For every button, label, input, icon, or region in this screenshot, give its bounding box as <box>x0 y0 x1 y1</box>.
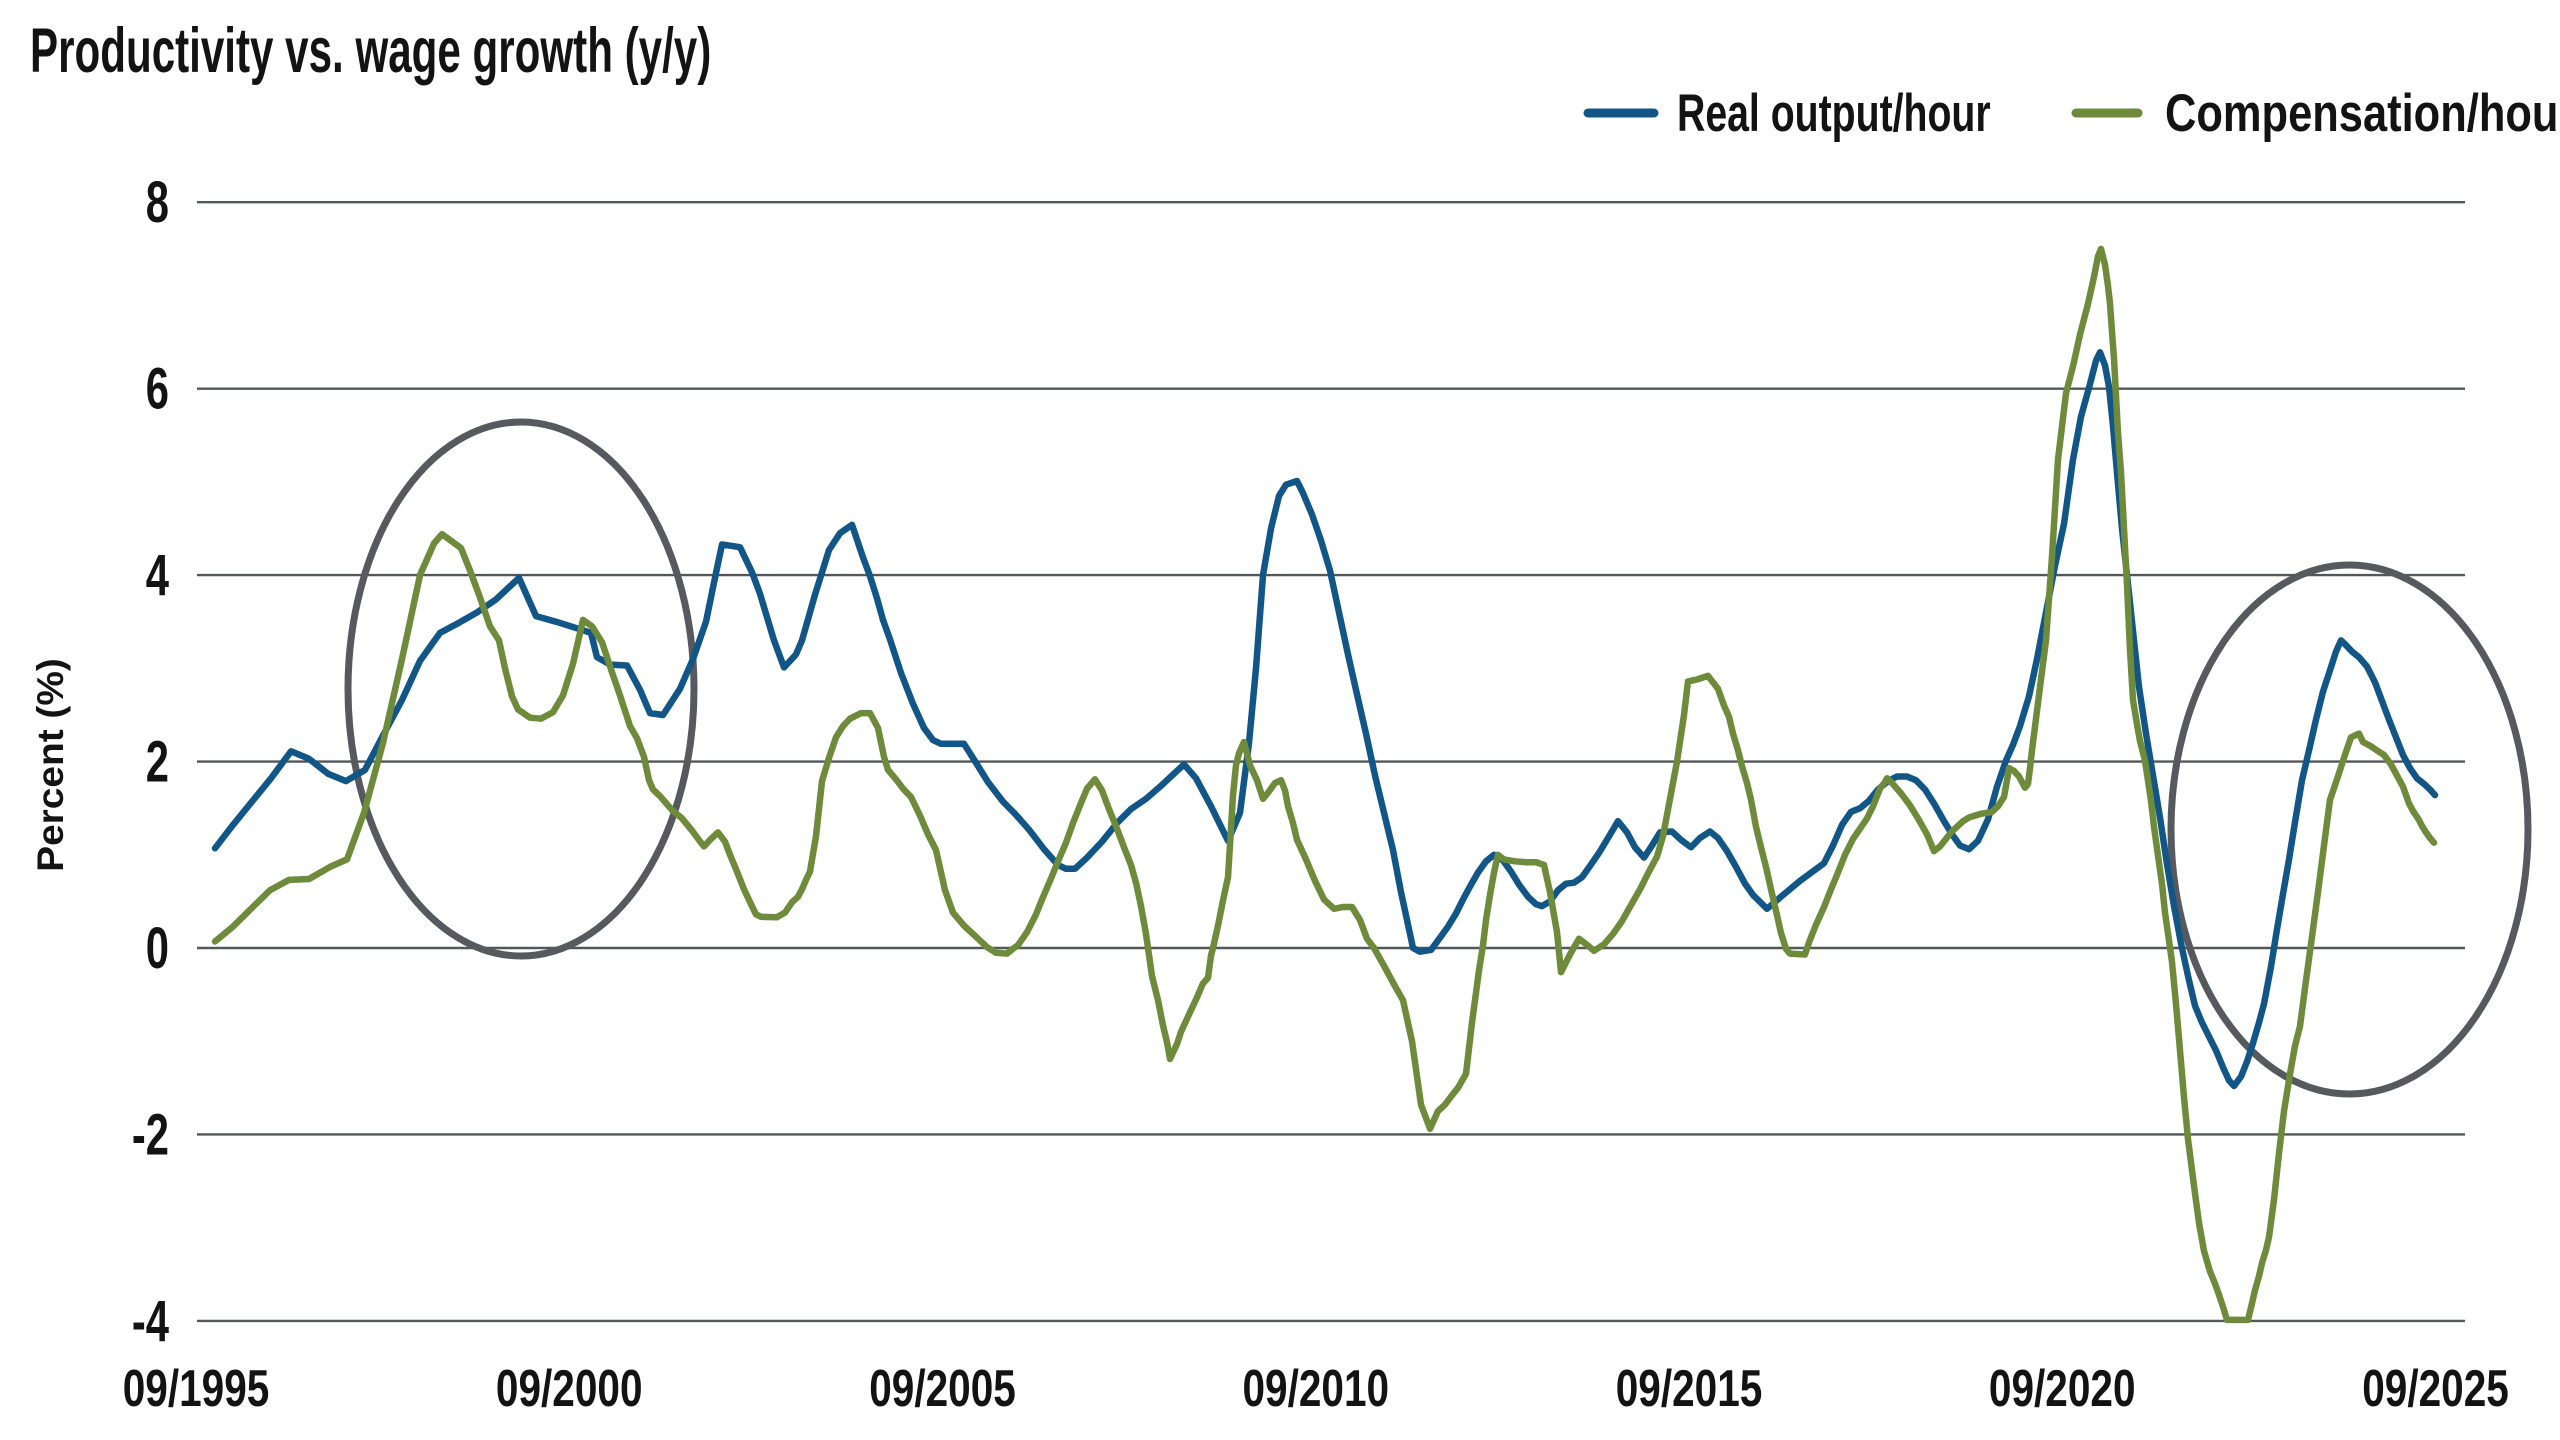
svg-text:09/2000: 09/2000 <box>496 1359 643 1417</box>
svg-text:0: 0 <box>146 915 169 980</box>
svg-text:Percent (%): Percent (%) <box>31 658 72 872</box>
svg-text:-4: -4 <box>132 1288 169 1353</box>
svg-text:09/2015: 09/2015 <box>1616 1359 1763 1417</box>
svg-text:2: 2 <box>146 729 169 794</box>
svg-text:Real output/hour: Real output/hour <box>1677 83 1991 142</box>
svg-text:6: 6 <box>146 356 169 421</box>
svg-text:09/2025: 09/2025 <box>2362 1359 2509 1417</box>
svg-text:8: 8 <box>146 169 169 234</box>
svg-text:09/2010: 09/2010 <box>1243 1359 1390 1417</box>
svg-text:Productivity vs. wage growth (: Productivity vs. wage growth (y/y) <box>30 16 711 87</box>
svg-text:09/2020: 09/2020 <box>1989 1359 2136 1417</box>
svg-text:09/2005: 09/2005 <box>869 1359 1016 1417</box>
svg-text:-2: -2 <box>132 1102 169 1167</box>
svg-text:09/1995: 09/1995 <box>123 1359 270 1417</box>
svg-text:Compensation/hour: Compensation/hour <box>2165 84 2560 143</box>
svg-text:4: 4 <box>146 542 169 607</box>
